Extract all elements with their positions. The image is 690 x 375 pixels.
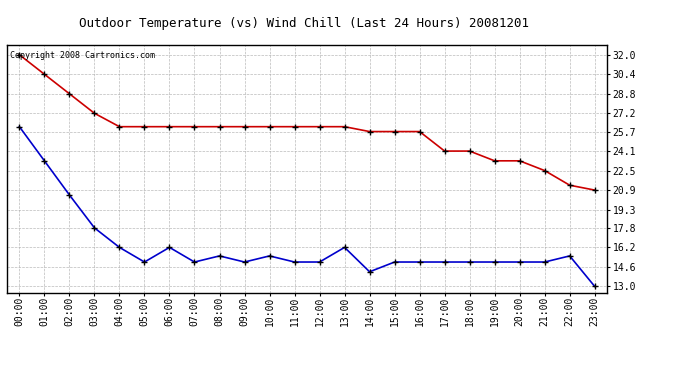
Text: Outdoor Temperature (vs) Wind Chill (Last 24 Hours) 20081201: Outdoor Temperature (vs) Wind Chill (Las… [79,17,529,30]
Text: Copyright 2008 Cartronics.com: Copyright 2008 Cartronics.com [10,51,155,60]
